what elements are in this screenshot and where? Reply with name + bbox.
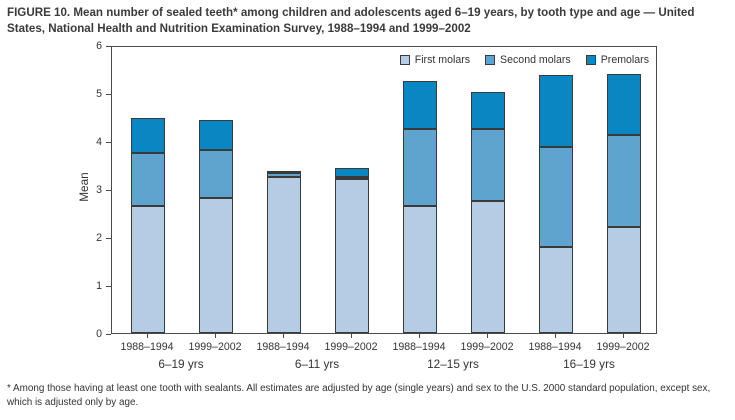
legend-swatch-icon	[399, 55, 410, 65]
stacked-bar	[267, 170, 301, 333]
bar-segment-premolars	[335, 167, 369, 178]
legend-item-second-molars: Second molars	[485, 54, 571, 66]
bar-segment-second-molars	[131, 153, 165, 206]
bar-segment-second-molars	[267, 172, 301, 178]
x-tick-mark	[215, 334, 216, 338]
x-tick-label: 1999–2002	[188, 341, 242, 353]
legend-swatch-icon	[585, 55, 596, 65]
bar-segment-premolars	[131, 117, 165, 154]
bar-segment-first-molars	[539, 246, 573, 333]
bar-segment-second-molars	[539, 146, 573, 247]
x-tick-mark	[487, 334, 488, 338]
x-tick-mark	[555, 334, 556, 338]
bar-segment-premolars	[607, 73, 641, 135]
bar-segment-premolars	[267, 170, 301, 173]
x-tick-mark	[147, 334, 148, 338]
x-tick-mark	[351, 334, 352, 338]
stacked-bar	[403, 80, 437, 333]
x-tick-label: 1988–1994	[528, 341, 582, 353]
y-tick-label: 6	[96, 40, 102, 52]
y-tick-label: 2	[96, 232, 102, 244]
bar-segment-first-molars	[403, 205, 437, 333]
x-tick-mark	[419, 334, 420, 338]
legend-label: Second molars	[500, 54, 571, 66]
legend-item-premolars: Premolars	[585, 54, 649, 66]
x-tick-label: 1999–2002	[460, 341, 514, 353]
stacked-bar	[199, 120, 233, 333]
x-group-label: 6–11 yrs	[294, 357, 340, 371]
bar-segment-first-molars	[471, 200, 505, 333]
y-tick-mark	[106, 333, 111, 335]
bar-segment-premolars	[471, 91, 505, 129]
y-tick-mark	[106, 45, 111, 47]
legend-label: Premolars	[600, 54, 649, 66]
y-tick-label: 3	[96, 184, 102, 196]
footnote: * Among those having at least one tooth …	[7, 383, 711, 408]
x-tick-label: 1999–2002	[596, 341, 650, 353]
stacked-bar	[607, 73, 641, 333]
bar-segment-premolars	[539, 74, 573, 147]
bar-segment-second-molars	[403, 128, 437, 206]
y-tick-mark	[106, 189, 111, 191]
y-tick-mark	[106, 237, 111, 239]
x-tick-mark	[283, 334, 284, 338]
stacked-bar	[335, 167, 369, 333]
bar-segment-first-molars	[335, 179, 369, 333]
legend: First molars Second molars Premolars	[399, 54, 649, 66]
bar-segment-second-molars	[335, 177, 369, 180]
bar-segment-premolars	[403, 80, 437, 129]
x-tick-label: 1999–2002	[324, 341, 378, 353]
bar-segment-premolars	[199, 120, 233, 151]
bar-segment-first-molars	[199, 197, 233, 333]
bar-segment-second-molars	[199, 150, 233, 198]
stacked-bar	[539, 74, 573, 333]
x-tick-mark	[623, 334, 624, 338]
x-group-label: 12–15 yrs	[427, 357, 479, 371]
bar-segment-first-molars	[267, 177, 301, 333]
x-tick-label: 1988–1994	[120, 341, 174, 353]
bar-segment-second-molars	[471, 128, 505, 201]
stacked-bar	[471, 91, 505, 333]
x-tick-label: 1988–1994	[256, 341, 310, 353]
y-tick-label: 4	[96, 136, 102, 148]
y-tick-label: 5	[96, 88, 102, 100]
x-tick-label: 1988–1994	[392, 341, 446, 353]
legend-label: First molars	[414, 54, 471, 66]
stacked-bar	[131, 117, 165, 333]
plot-area: First molars Second molars Premolars	[111, 46, 657, 334]
figure-title: FIGURE 10. Mean number of sealed teeth* …	[7, 6, 695, 35]
legend-item-first-molars: First molars	[399, 54, 471, 66]
y-tick-mark	[106, 93, 111, 95]
x-group-label: 6–19 yrs	[158, 357, 204, 371]
legend-swatch-icon	[485, 55, 496, 65]
y-tick-label: 1	[96, 280, 102, 292]
y-tick-mark	[106, 285, 111, 287]
y-tick-mark	[106, 141, 111, 143]
bar-segment-first-molars	[131, 205, 165, 333]
x-group-label: 16–19 yrs	[563, 357, 615, 371]
bar-segment-second-molars	[607, 134, 641, 227]
bar-segment-first-molars	[607, 226, 641, 333]
y-tick-label: 0	[96, 328, 102, 340]
